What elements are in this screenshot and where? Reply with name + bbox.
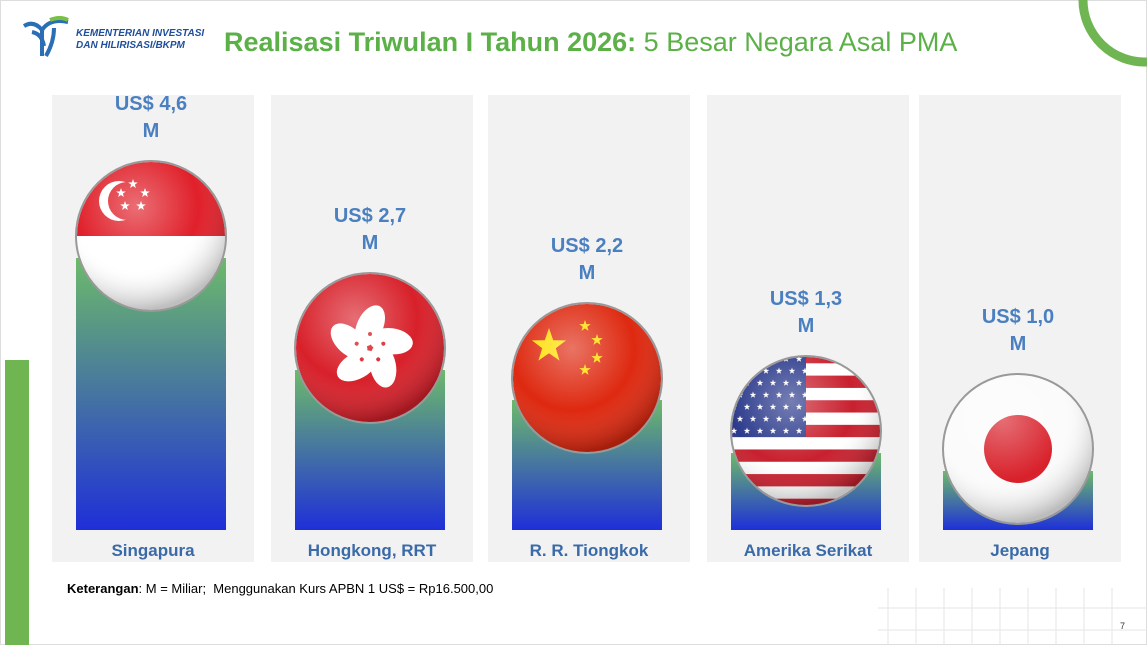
flag bbox=[75, 160, 227, 312]
value-label: US$ 2,7 M bbox=[333, 205, 407, 255]
category-label: Amerika Serikat bbox=[743, 541, 873, 560]
flag bbox=[294, 272, 446, 425]
value-label: US$ 1,0 M bbox=[981, 305, 1055, 355]
category-label: Jepang bbox=[990, 541, 1050, 560]
logo-line: DAN HILIRISASI/BKPM bbox=[76, 40, 185, 51]
grid-decoration bbox=[878, 588, 1147, 645]
category-label: Singapura bbox=[111, 541, 195, 560]
value-label: US$ 2,2 M bbox=[550, 234, 624, 284]
category-label: Hongkong, RRT bbox=[307, 541, 437, 560]
flag bbox=[511, 301, 663, 454]
title-rest: 5 Besar Negara Asal PMA bbox=[643, 27, 958, 57]
category-label: R. R. Tiongkok bbox=[529, 541, 649, 560]
page-number: 7 bbox=[1120, 621, 1126, 631]
corner-arc bbox=[1078, 0, 1147, 67]
logo-text: KEMENTERIAN INVESTASI DAN HILIRISASI/BKP… bbox=[76, 28, 204, 52]
footnote-label: Keterangan bbox=[67, 581, 139, 596]
flag bbox=[942, 372, 1094, 525]
title: Realisasi Triwulan I Tahun 2026: 5 Besar… bbox=[224, 27, 957, 58]
value-label: US$ 4,6 M bbox=[114, 93, 188, 142]
footnote-text: : M = Miliar; Menggunakan Kurs APBN 1 US… bbox=[138, 581, 494, 596]
title-bold: Realisasi Triwulan I Tahun 2026: bbox=[224, 27, 637, 57]
value-label: US$ 1,3 M bbox=[769, 288, 843, 338]
flag bbox=[730, 355, 882, 508]
chart: US$ 4,6 M Singapura US$ 2,7 M Hongkong, RR… bbox=[52, 93, 1121, 562]
logo-line: KEMENTERIAN INVESTASI bbox=[76, 28, 205, 39]
side-bar bbox=[5, 360, 29, 645]
footnote: Keterangan: M = Miliar; Menggunakan Kurs… bbox=[67, 581, 493, 596]
logo-icon bbox=[22, 16, 69, 57]
